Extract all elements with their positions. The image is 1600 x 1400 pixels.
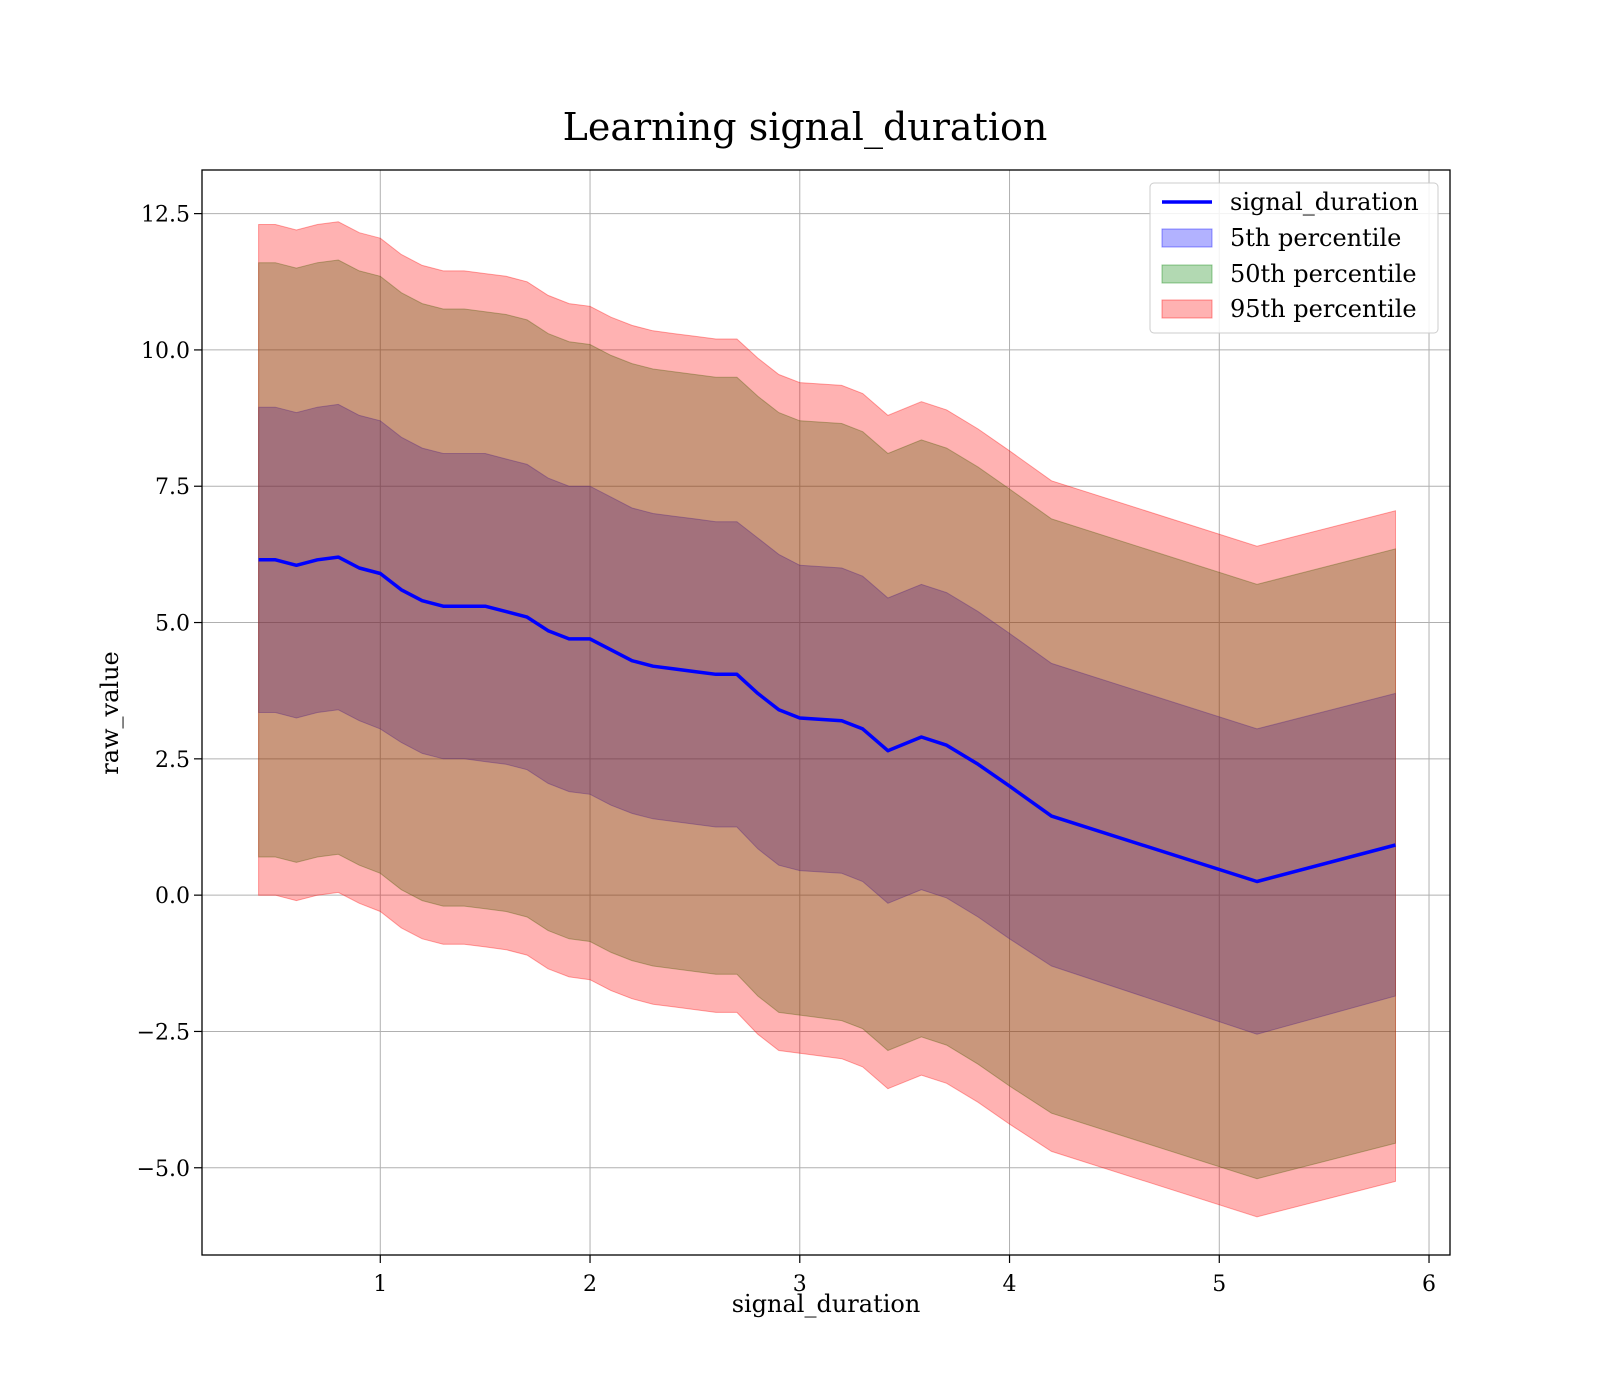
x-axis-ticks: 1 2 3 4 5 6 [373, 1255, 1436, 1297]
x-tick-label: 5 [1212, 1272, 1226, 1297]
data-lines [258, 555, 1396, 884]
chart-title: Learning signal_duration [563, 105, 1048, 150]
y-axis-ticks: −5.0 −2.5 0.0 2.5 5.0 7.5 10.0 12.5 [137, 203, 202, 1182]
x-tick-label: 1 [373, 1272, 387, 1297]
y-tick-label: −5.0 [137, 1157, 190, 1182]
y-tick-label: 2.5 [155, 748, 190, 773]
legend-label: signal_duration [1230, 188, 1419, 216]
x-tick-label: 4 [1003, 1272, 1017, 1297]
y-tick-label: 0.0 [155, 884, 190, 909]
plot-frame [201, 169, 1451, 1256]
series-line-signal-duration [258, 555, 1396, 884]
y-tick-label: 12.5 [141, 203, 190, 228]
legend-label: 5th percentile [1230, 224, 1401, 252]
legend-band-swatch [1161, 264, 1213, 284]
y-tick-label: 5.0 [155, 612, 190, 637]
x-tick-label: 2 [583, 1272, 597, 1297]
y-tick-label: 7.5 [155, 475, 190, 500]
x-tick-label: 6 [1422, 1272, 1436, 1297]
y-tick-label: 10.0 [141, 339, 190, 364]
legend-band-swatch [1161, 299, 1213, 319]
legend-label: 50th percentile [1230, 260, 1417, 288]
x-axis-label: signal_duration [732, 1290, 921, 1318]
legend: signal_duration 5th percentile 50th percen… [1149, 182, 1439, 334]
legend-frame [1149, 182, 1439, 334]
y-tick-label: −2.5 [137, 1020, 190, 1045]
legend-label: 95th percentile [1230, 295, 1417, 323]
x-tick-label: 3 [793, 1272, 807, 1297]
y-axis-label: raw_value [96, 651, 124, 775]
legend-band-swatch [1161, 228, 1213, 248]
